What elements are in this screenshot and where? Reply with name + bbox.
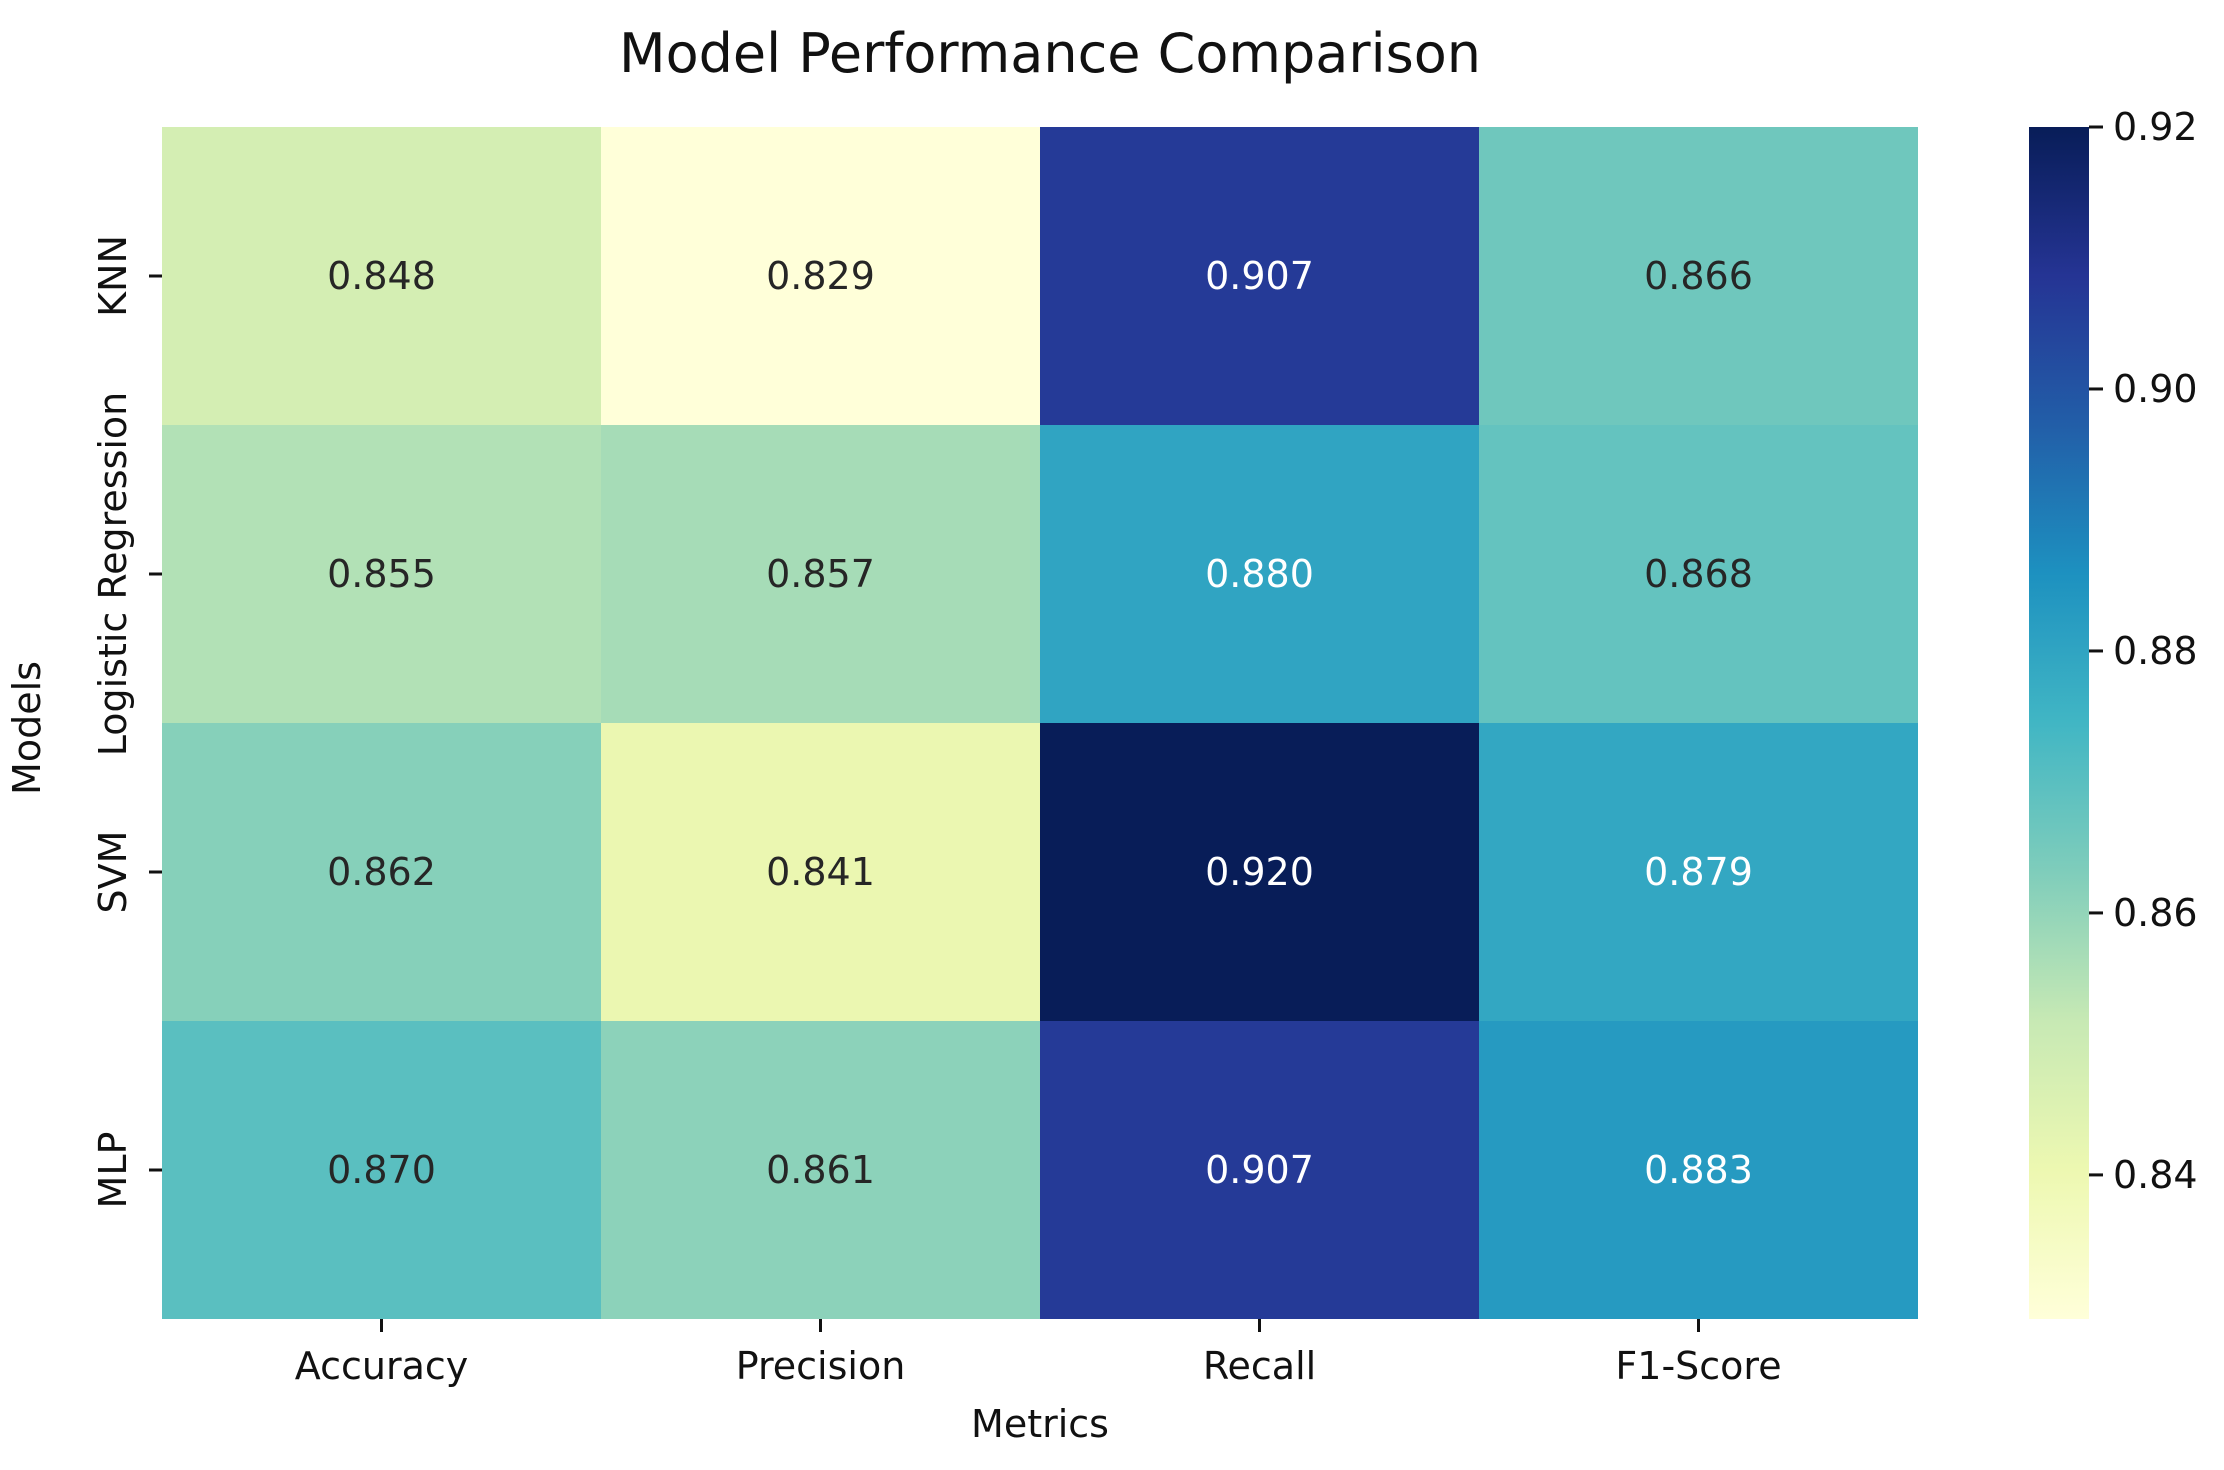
y-axis: KNN Logistic Regression SVM MLP bbox=[91, 235, 162, 1208]
heatmap-cell-label: 0.841 bbox=[766, 850, 875, 894]
heatmap-cell bbox=[601, 127, 1040, 425]
colorbar-tick-label: 0.86 bbox=[2113, 891, 2198, 935]
heatmap-cell bbox=[1040, 723, 1479, 1021]
heatmap-cell-label: 0.907 bbox=[1205, 1148, 1314, 1192]
heatmap-cell-label: 0.870 bbox=[327, 1148, 436, 1192]
heatmap-cell-label: 0.855 bbox=[327, 552, 436, 596]
heatmap-cell-label: 0.862 bbox=[327, 850, 436, 894]
heatmap-cell bbox=[601, 1021, 1040, 1319]
x-axis: Accuracy Precision Recall F1-Score bbox=[295, 1319, 1782, 1388]
heatmap-cell bbox=[1040, 127, 1479, 425]
colorbar-ticks: 0.84 0.86 0.88 0.90 0.92 bbox=[2089, 105, 2198, 1197]
heatmap-cell-label: 0.880 bbox=[1205, 552, 1314, 596]
heatmap-cell-label: 0.829 bbox=[766, 254, 875, 298]
chart-title: Model Performance Comparison bbox=[619, 22, 1481, 85]
colorbar-tick-label: 0.90 bbox=[2113, 367, 2198, 411]
x-axis-label: Metrics bbox=[971, 1402, 1109, 1446]
heatmap-cell bbox=[162, 127, 601, 425]
heatmap-cell-label: 0.848 bbox=[327, 254, 436, 298]
heatmap-cell-label: 0.907 bbox=[1205, 254, 1314, 298]
heatmap-cell bbox=[162, 425, 601, 723]
heatmap-grid: 0.848 0.829 0.907 0.866 0.855 0.857 0.880 0.868… bbox=[162, 127, 1918, 1319]
y-tick-label: KNN bbox=[91, 235, 135, 317]
heatmap-cell-label: 0.883 bbox=[1644, 1148, 1753, 1192]
y-tick-label: SVM bbox=[91, 831, 135, 914]
heatmap-cell bbox=[601, 425, 1040, 723]
heatmap-cell-label: 0.868 bbox=[1644, 552, 1753, 596]
heatmap-cell-label: 0.920 bbox=[1205, 850, 1314, 894]
heatmap-cell bbox=[1040, 1021, 1479, 1319]
y-tick-label: MLP bbox=[91, 1132, 135, 1209]
heatmap-cell bbox=[601, 723, 1040, 1021]
x-tick-label: Precision bbox=[736, 1344, 906, 1388]
heatmap-cell bbox=[162, 723, 601, 1021]
colorbar-tick-label: 0.84 bbox=[2113, 1153, 2198, 1197]
y-tick-label: Logistic Regression bbox=[91, 392, 135, 757]
heatmap-cell-label: 0.861 bbox=[766, 1148, 875, 1192]
x-tick-label: F1-Score bbox=[1615, 1344, 1781, 1388]
heatmap-cell bbox=[1479, 723, 1918, 1021]
colorbar-tick-label: 0.92 bbox=[2113, 105, 2198, 149]
heatmap-cell-label: 0.879 bbox=[1644, 850, 1753, 894]
colorbar: 0.84 0.86 0.88 0.90 0.92 bbox=[2029, 105, 2198, 1319]
x-tick-label: Accuracy bbox=[295, 1344, 469, 1388]
x-tick-label: Recall bbox=[1203, 1344, 1316, 1388]
heatmap-cell bbox=[1040, 425, 1479, 723]
colorbar-tick-label: 0.88 bbox=[2113, 629, 2198, 673]
heatmap-cell-label: 0.857 bbox=[766, 552, 875, 596]
heatmap-cell-label: 0.866 bbox=[1644, 254, 1753, 298]
heatmap-cell bbox=[1479, 425, 1918, 723]
y-axis-label: Models bbox=[5, 661, 49, 795]
heatmap-cell bbox=[1479, 1021, 1918, 1319]
colorbar-scale bbox=[2029, 127, 2089, 1319]
heatmap-cell bbox=[162, 1021, 601, 1319]
heatmap-cell bbox=[1479, 127, 1918, 425]
